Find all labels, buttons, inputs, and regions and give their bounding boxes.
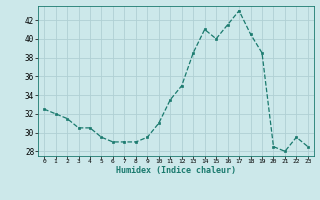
X-axis label: Humidex (Indice chaleur): Humidex (Indice chaleur) <box>116 166 236 175</box>
